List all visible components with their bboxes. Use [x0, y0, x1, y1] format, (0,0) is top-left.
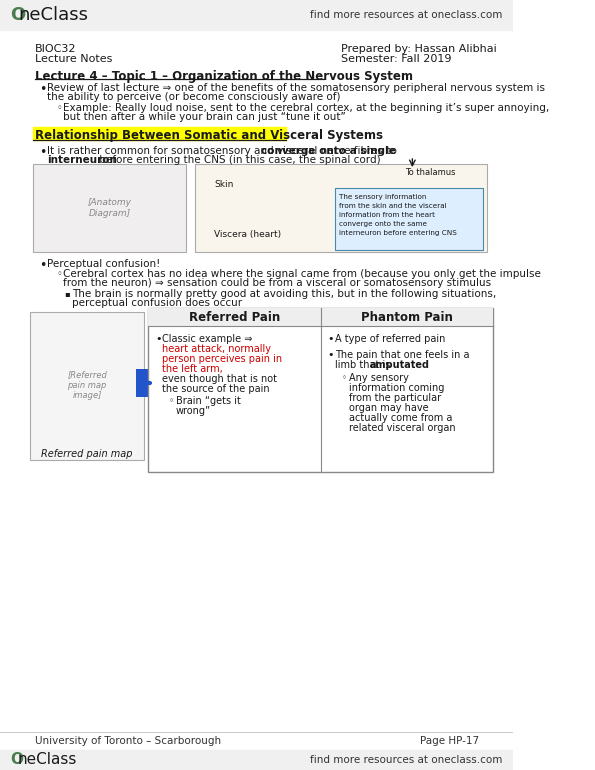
Text: Skin: Skin	[214, 180, 233, 189]
Text: related visceral organ: related visceral organ	[349, 423, 455, 433]
Text: information from the heart: information from the heart	[339, 212, 435, 218]
Text: ◦: ◦	[56, 269, 62, 279]
Text: neClass: neClass	[17, 752, 77, 768]
Bar	[148, 308, 493, 326]
Text: •: •	[155, 334, 162, 344]
Text: find more resources at oneclass.com: find more resources at oneclass.com	[310, 755, 502, 765]
Text: Semester: Fall 2019: Semester: Fall 2019	[341, 54, 451, 64]
Text: The brain is normally pretty good at avoiding this, but in the following situati: The brain is normally pretty good at avo…	[71, 289, 496, 299]
Text: interneuron before entering CNS: interneuron before entering CNS	[339, 230, 457, 236]
Text: ◦: ◦	[342, 373, 347, 382]
Text: •: •	[328, 334, 334, 344]
Text: O: O	[10, 752, 23, 768]
Text: interneuron: interneuron	[48, 155, 117, 165]
Text: converge onto the same: converge onto the same	[339, 221, 427, 227]
Text: Lecture Notes: Lecture Notes	[35, 54, 112, 64]
Text: Page HP-17: Page HP-17	[419, 736, 479, 746]
Text: •: •	[328, 350, 334, 360]
Text: actually come from a: actually come from a	[349, 413, 452, 423]
Text: neClass: neClass	[18, 6, 88, 24]
Text: ◦: ◦	[169, 396, 174, 405]
Text: converge onto a single: converge onto a single	[261, 146, 396, 156]
Text: The sensory information: The sensory information	[339, 194, 427, 200]
Bar	[33, 164, 186, 252]
Text: from the particular: from the particular	[349, 393, 441, 403]
Text: but then after a while your brain can just “tune it out”: but then after a while your brain can ju…	[63, 112, 346, 122]
Text: from the skin and the visceral: from the skin and the visceral	[339, 203, 447, 209]
FancyBboxPatch shape	[335, 188, 483, 250]
Text: find more resources at oneclass.com: find more resources at oneclass.com	[310, 10, 502, 20]
Text: Perceptual confusion!: Perceptual confusion!	[48, 259, 161, 269]
Text: Cerebral cortex has no idea where the signal came from (because you only get the: Cerebral cortex has no idea where the si…	[63, 269, 541, 279]
Text: Referred Pain: Referred Pain	[189, 310, 280, 323]
Text: Viscera (heart): Viscera (heart)	[214, 230, 281, 239]
Bar	[0, 750, 513, 770]
Text: amputated: amputated	[369, 360, 429, 370]
Text: from the neuron) ⇒ sensation could be from a visceral or somatosensory stimulus: from the neuron) ⇒ sensation could be fr…	[63, 278, 491, 288]
Text: ◦: ◦	[56, 103, 62, 113]
Text: •: •	[39, 259, 46, 272]
Text: wrong”: wrong”	[176, 406, 211, 416]
Text: Brain “gets it: Brain “gets it	[176, 396, 241, 406]
Text: Prepared by: Hassan Alibhai: Prepared by: Hassan Alibhai	[341, 44, 496, 54]
Text: Relationship Between Somatic and Visceral Systems: Relationship Between Somatic and Viscera…	[35, 129, 383, 142]
Text: Phantom Pain: Phantom Pain	[361, 310, 453, 323]
Bar	[0, 0, 513, 30]
Text: before entering the CNS (in this case, the spinal cord): before entering the CNS (in this case, t…	[96, 155, 380, 165]
Text: Review of last lecture ⇒ one of the benefits of the somatosensory peripheral ner: Review of last lecture ⇒ one of the bene…	[48, 83, 546, 93]
Text: the source of the pain: the source of the pain	[162, 384, 270, 394]
Text: Lecture 4 – Topic 1 – Organization of the Nervous System: Lecture 4 – Topic 1 – Organization of th…	[35, 70, 412, 83]
Text: [Referred
pain map
image]: [Referred pain map image]	[67, 370, 107, 400]
Bar	[195, 164, 487, 252]
Text: limb that is: limb that is	[335, 360, 393, 370]
Text: Classic example ⇒: Classic example ⇒	[162, 334, 256, 344]
Text: O: O	[10, 6, 26, 24]
Text: The pain that one feels in a: The pain that one feels in a	[335, 350, 469, 360]
Bar	[136, 369, 152, 397]
Text: the left arm,: the left arm,	[162, 364, 223, 374]
Bar	[33, 127, 286, 140]
Text: organ may have: organ may have	[349, 403, 428, 413]
Text: perceptual confusion does occur: perceptual confusion does occur	[71, 298, 242, 308]
Text: Referred pain map: Referred pain map	[42, 449, 133, 459]
Text: [Anatomy
Diagram]: [Anatomy Diagram]	[87, 199, 131, 218]
Bar	[30, 312, 144, 460]
Text: University of Toronto – Scarborough: University of Toronto – Scarborough	[35, 736, 221, 746]
Text: A type of referred pain: A type of referred pain	[335, 334, 445, 344]
Text: information coming: information coming	[349, 383, 444, 393]
Text: the ability to perceive (or become consciously aware of): the ability to perceive (or become consc…	[48, 92, 341, 102]
Text: even though that is not: even though that is not	[162, 374, 277, 384]
Text: Example: Really loud noise, sent to the cerebral cortex, at the beginning it’s s: Example: Really loud noise, sent to the …	[63, 103, 549, 113]
Text: •: •	[39, 83, 46, 96]
Text: •: •	[39, 146, 46, 159]
Text: It is rather common for somatosensory and visceral nerve fibres to: It is rather common for somatosensory an…	[48, 146, 400, 156]
Text: Any sensory: Any sensory	[349, 373, 408, 383]
Text: ▪: ▪	[65, 289, 70, 298]
Text: heart attack, normally: heart attack, normally	[162, 344, 271, 354]
Text: To thalamus: To thalamus	[405, 168, 456, 177]
Bar	[148, 308, 493, 472]
Text: person perceives pain in: person perceives pain in	[162, 354, 282, 364]
Text: BIOC32: BIOC32	[35, 44, 76, 54]
